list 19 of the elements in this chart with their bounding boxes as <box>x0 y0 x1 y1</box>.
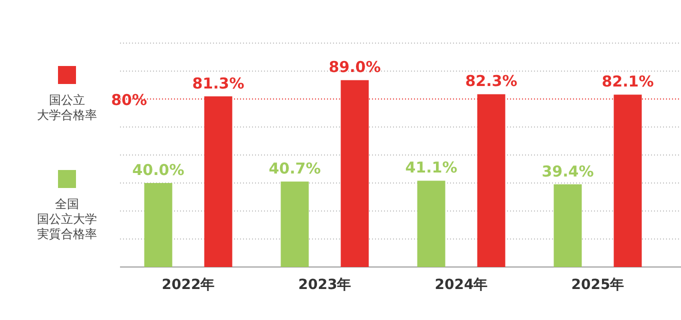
legend-label: 国公立大学合格率 <box>37 93 97 122</box>
bar <box>280 182 309 267</box>
x-tick-label: 2024年 <box>434 277 488 293</box>
data-label: 81.3% <box>192 74 244 92</box>
ref-line-label: 80% <box>111 91 147 110</box>
bar <box>417 180 446 267</box>
data-label: 39.4% <box>542 162 594 180</box>
legend-label: 全国国公立大学実質合格率 <box>37 197 97 241</box>
x-tick-label: 2022年 <box>162 277 215 293</box>
bar <box>554 184 582 267</box>
data-label: 82.1% <box>602 72 654 91</box>
data-label: 40.0% <box>132 161 184 180</box>
data-label: 82.3% <box>465 72 518 90</box>
x-tick-label: 2025年 <box>571 277 624 293</box>
data-label: 40.7% <box>268 160 321 178</box>
bar <box>144 183 172 267</box>
x-tick-label: 2023年 <box>298 277 352 293</box>
data-label: 89.0% <box>328 58 381 76</box>
data-label: 41.1% <box>405 158 458 177</box>
